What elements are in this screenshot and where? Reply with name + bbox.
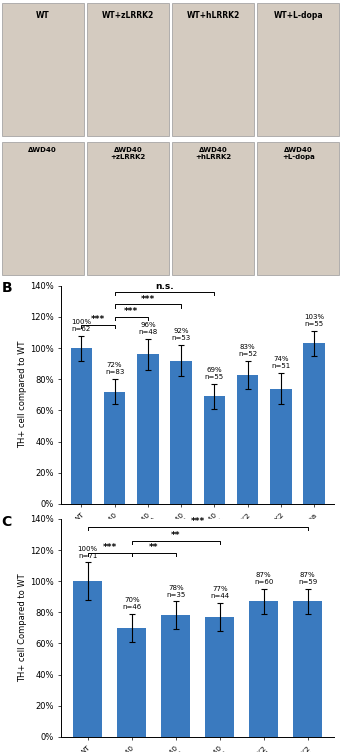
Text: C: C [1, 514, 12, 529]
FancyBboxPatch shape [2, 142, 84, 275]
Text: 78%
n=35: 78% n=35 [166, 584, 186, 598]
Text: WT+zLRRK2: WT+zLRRK2 [102, 11, 154, 20]
FancyBboxPatch shape [87, 142, 169, 275]
Text: 72%
n=83: 72% n=83 [105, 362, 124, 375]
Text: ***: *** [191, 517, 205, 526]
Text: 100%
n=62: 100% n=62 [71, 319, 91, 332]
Text: ΔWD40
+zLRRK2: ΔWD40 +zLRRK2 [110, 147, 146, 160]
Bar [294, 602, 322, 737]
Bar [250, 602, 278, 737]
Text: ***: *** [124, 307, 138, 316]
Bar [162, 615, 190, 737]
Bar [204, 396, 225, 504]
Bar [270, 389, 292, 504]
Text: 103%
n=55: 103% n=55 [304, 314, 324, 327]
Bar [170, 360, 192, 504]
Text: 87%
n=59: 87% n=59 [298, 572, 317, 585]
Text: 96%
n=48: 96% n=48 [138, 322, 158, 335]
Text: ***: *** [141, 295, 155, 304]
Text: **: ** [149, 544, 159, 553]
FancyBboxPatch shape [257, 142, 339, 275]
Text: 69%
n=55: 69% n=55 [205, 367, 224, 380]
Text: 87%
n=60: 87% n=60 [254, 572, 273, 585]
FancyBboxPatch shape [172, 142, 254, 275]
FancyBboxPatch shape [257, 3, 339, 136]
Text: **: ** [171, 531, 180, 540]
Text: 77%
n=44: 77% n=44 [210, 586, 229, 599]
Y-axis label: TH+ cell compared to WT: TH+ cell compared to WT [18, 341, 27, 448]
Y-axis label: TH+ cell Compared to WT: TH+ cell Compared to WT [18, 574, 27, 682]
Text: 70%
n=46: 70% n=46 [122, 597, 142, 610]
Text: WT: WT [36, 11, 49, 20]
Text: ΔWD40
+hLRRK2: ΔWD40 +hLRRK2 [195, 147, 231, 160]
Text: B: B [1, 281, 12, 296]
Bar [118, 628, 146, 737]
Text: WT+L-dopa: WT+L-dopa [273, 11, 323, 20]
Bar [206, 617, 234, 737]
Text: 92%
n=53: 92% n=53 [172, 328, 191, 341]
Bar [137, 354, 159, 504]
Bar [104, 392, 125, 504]
FancyBboxPatch shape [87, 3, 169, 136]
Text: ***: *** [103, 544, 117, 553]
Bar [73, 581, 102, 737]
FancyBboxPatch shape [2, 3, 84, 136]
FancyBboxPatch shape [172, 3, 254, 136]
Text: 100%
n=71: 100% n=71 [78, 546, 98, 559]
Text: ΔWD40: ΔWD40 [28, 147, 57, 153]
Bar [303, 344, 325, 504]
Bar [237, 374, 258, 504]
Text: ***: *** [91, 315, 105, 324]
Text: ΔWD40
+L-dopa: ΔWD40 +L-dopa [282, 147, 315, 160]
Text: n.s.: n.s. [155, 282, 174, 291]
Text: WT+hLRRK2: WT+hLRRK2 [187, 11, 240, 20]
Text: 83%
n=52: 83% n=52 [238, 344, 257, 356]
Bar [71, 348, 92, 504]
Text: 74%
n=51: 74% n=51 [271, 356, 291, 369]
